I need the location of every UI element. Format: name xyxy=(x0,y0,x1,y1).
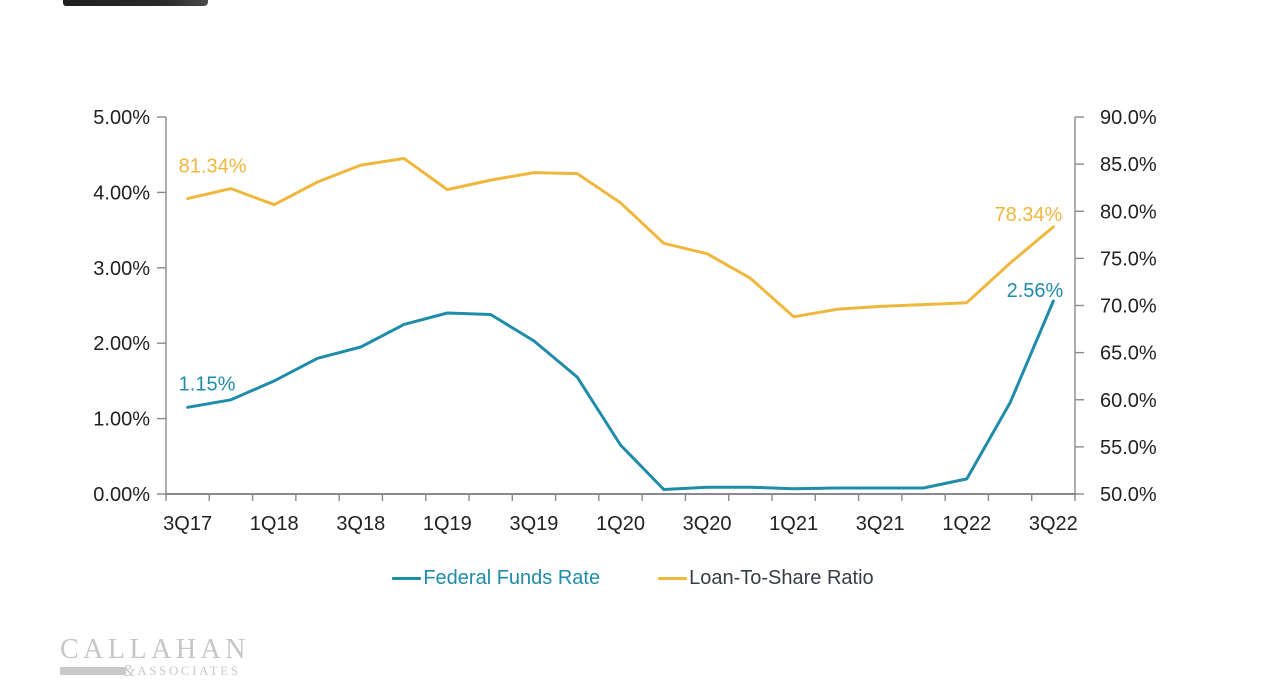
x-axis-tick-label: 1Q19 xyxy=(423,513,472,535)
data-point-label: 1.15% xyxy=(179,373,236,395)
legend-item-federal-funds-rate: Federal Funds Rate xyxy=(392,567,600,590)
legend-label-federal-funds-rate: Federal Funds Rate xyxy=(423,566,601,589)
x-axis-tick-label: 3Q20 xyxy=(683,513,732,535)
right-axis-tick-label: 55.0% xyxy=(1100,437,1157,459)
right-axis-tick-label: 50.0% xyxy=(1100,484,1157,506)
right-axis-tick-label: 60.0% xyxy=(1100,390,1157,412)
x-axis-tick-label: 3Q18 xyxy=(336,513,385,535)
x-axis-tick-label: 3Q21 xyxy=(856,513,905,535)
left-axis-tick-label: 0.00% xyxy=(93,484,150,506)
data-point-label: 81.34% xyxy=(179,156,247,178)
left-axis-tick-label: 2.00% xyxy=(93,333,150,355)
x-axis-tick-label: 3Q17 xyxy=(163,513,212,535)
legend-dash-loan-to-share-ratio-icon xyxy=(658,576,688,580)
x-axis-tick-label: 1Q20 xyxy=(596,513,645,535)
legend-item-loan-to-share-ratio: Loan-To-Share Ratio xyxy=(658,567,874,590)
right-axis-tick-label: 85.0% xyxy=(1100,154,1157,176)
logo-associates-text: ASSOCIATES xyxy=(137,663,241,678)
left-axis-tick-label: 4.00% xyxy=(93,182,150,204)
x-axis-tick-label: 3Q22 xyxy=(1029,513,1078,535)
left-axis-tick-label: 5.00% xyxy=(93,107,150,129)
logo-wordmark: CALLAHAN xyxy=(60,634,250,665)
right-axis-tick-label: 70.0% xyxy=(1100,296,1157,318)
x-axis-tick-label: 1Q21 xyxy=(769,513,818,535)
x-axis-tick-label: 3Q19 xyxy=(509,513,558,535)
x-axis-tick-label: 1Q22 xyxy=(942,513,991,535)
callahan-associates-logo: CALLAHAN & ASSOCIATES xyxy=(60,634,250,680)
right-axis-tick-label: 90.0% xyxy=(1100,107,1157,129)
chart-legend: Federal Funds Rate Loan-To-Share Ratio xyxy=(0,562,1266,594)
legend-dash-federal-funds-rate-icon xyxy=(392,576,422,580)
logo-ampersand: & xyxy=(122,661,136,680)
right-axis-tick-label: 65.0% xyxy=(1100,343,1157,365)
logo-bar-icon xyxy=(60,667,126,675)
legend-label-loan-to-share-ratio: Loan-To-Share Ratio xyxy=(689,566,874,589)
chart-line-loan-to-share-ratio xyxy=(186,157,1055,319)
left-axis-tick-label: 3.00% xyxy=(93,258,150,280)
x-axis-tick-label: 1Q18 xyxy=(250,513,299,535)
logo-subline: & ASSOCIATES xyxy=(60,661,250,680)
right-axis-tick-label: 75.0% xyxy=(1100,248,1157,270)
data-point-label: 78.34% xyxy=(995,204,1063,226)
chart-line-federal-funds-rate xyxy=(186,299,1055,491)
left-axis-tick-label: 1.00% xyxy=(93,409,150,431)
cropped-title-fragment xyxy=(63,0,208,6)
right-axis-tick-label: 80.0% xyxy=(1100,201,1157,223)
data-point-label: 2.56% xyxy=(1007,280,1064,302)
